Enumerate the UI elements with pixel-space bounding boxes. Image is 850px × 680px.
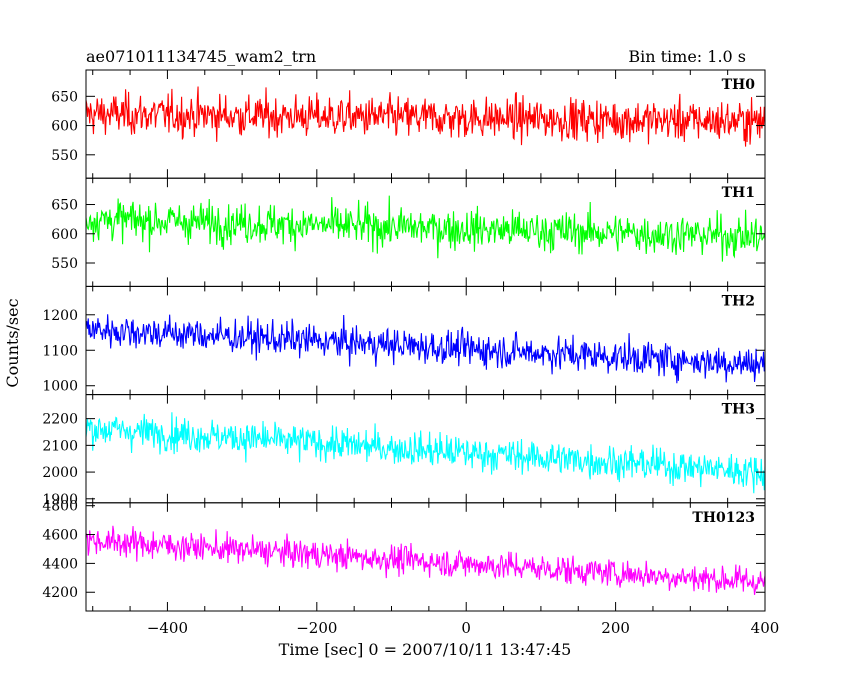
series-line-th0123 bbox=[86, 525, 765, 595]
y-tick-label: 4400 bbox=[42, 556, 78, 572]
y-tick-label: 2200 bbox=[42, 412, 78, 428]
panel-label-th0: TH0 bbox=[722, 77, 756, 93]
y-tick-label: 650 bbox=[51, 89, 78, 105]
series-line-th2 bbox=[86, 314, 765, 384]
y-tick-label: 2000 bbox=[42, 465, 78, 481]
y-tick-label: 1000 bbox=[42, 379, 78, 395]
y-tick-label: 600 bbox=[51, 119, 78, 135]
panel-frame bbox=[85, 394, 766, 504]
y-tick-label: 550 bbox=[51, 148, 78, 164]
chart-title: ae071011134745_wam2_trn bbox=[86, 47, 316, 66]
panel-label-th1: TH1 bbox=[722, 185, 755, 201]
panel-label-th2: TH2 bbox=[722, 293, 755, 309]
panel-frame bbox=[85, 502, 766, 612]
x-tick-label: 0 bbox=[461, 619, 471, 637]
y-tick-label: 2100 bbox=[42, 438, 78, 454]
y-tick-label: 650 bbox=[51, 198, 78, 214]
y-tick-label: 4800 bbox=[42, 499, 78, 515]
y-tick-label: 1900 bbox=[42, 492, 78, 508]
x-tick-label: 200 bbox=[601, 619, 630, 637]
series-line-th1 bbox=[86, 195, 765, 262]
bin-time-label: Bin time: 1.0 s bbox=[628, 47, 746, 66]
series-line-th0 bbox=[86, 86, 765, 147]
y-tick-label: 600 bbox=[51, 227, 78, 243]
y-tick-label: 1100 bbox=[42, 343, 78, 359]
panel-label-th0123: TH0123 bbox=[692, 510, 755, 526]
x-tick-label: 400 bbox=[751, 619, 780, 637]
panel-label-th3: TH3 bbox=[722, 402, 755, 418]
y-tick-label: 4200 bbox=[42, 585, 78, 601]
y-tick-label: 1200 bbox=[42, 308, 78, 324]
y-tick-label: 550 bbox=[51, 256, 78, 272]
x-axis-label: Time [sec] 0 = 2007/10/11 13:47:45 bbox=[279, 640, 572, 659]
series-line-th3 bbox=[86, 412, 765, 494]
panels-group: 550 600 650 TH0 550 600 650 TH1 1000 1100 1200 TH2 1… bbox=[42, 69, 780, 637]
x-tick-label: −400 bbox=[147, 619, 188, 637]
x-tick-label: −200 bbox=[296, 619, 337, 637]
y-axis-label: Counts/sec bbox=[3, 298, 22, 387]
y-tick-label: 4600 bbox=[42, 528, 78, 544]
